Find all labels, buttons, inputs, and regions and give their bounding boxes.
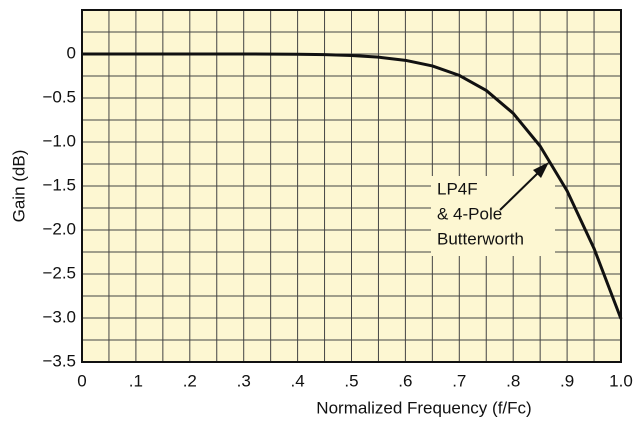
y-tick-label: −1.0 bbox=[42, 131, 76, 150]
x-tick-label: .2 bbox=[183, 371, 197, 390]
y-tick-label: 0 bbox=[67, 43, 76, 62]
annotation-arrowhead bbox=[533, 162, 549, 178]
annotation-arrow bbox=[499, 170, 541, 211]
x-tick-label: .9 bbox=[560, 371, 574, 390]
x-tick-label: .8 bbox=[506, 371, 520, 390]
y-tick-label: −2.0 bbox=[42, 219, 76, 238]
x-tick-label: .7 bbox=[452, 371, 466, 390]
x-tick-label: 1.0 bbox=[609, 371, 633, 390]
annotation-background bbox=[431, 176, 555, 256]
x-tick-label: .4 bbox=[291, 371, 305, 390]
annotation: & 4-Pole bbox=[437, 204, 502, 223]
x-axis-label: Normalized Frequency (f/Fc) bbox=[316, 398, 531, 417]
y-tick-label: −1.5 bbox=[42, 175, 76, 194]
x-tick-label: 0 bbox=[77, 371, 86, 390]
x-tick-label: .6 bbox=[398, 371, 412, 390]
plot-border bbox=[81, 9, 622, 363]
x-tick-label: .1 bbox=[129, 371, 143, 390]
annotation: Butterworth bbox=[437, 229, 524, 248]
y-tick-label: −3.5 bbox=[42, 351, 76, 370]
annotation: LP4F bbox=[437, 179, 478, 198]
line bbox=[82, 52, 623, 320]
y-axis-label: Gain (dB) bbox=[9, 150, 28, 223]
x-tick-label: .5 bbox=[344, 371, 358, 390]
x-tick-label: .3 bbox=[237, 371, 251, 390]
y-tick-label: −0.5 bbox=[42, 87, 76, 106]
y-tick-label: −2.5 bbox=[42, 263, 76, 282]
y-tick-label: −3.0 bbox=[42, 307, 76, 326]
